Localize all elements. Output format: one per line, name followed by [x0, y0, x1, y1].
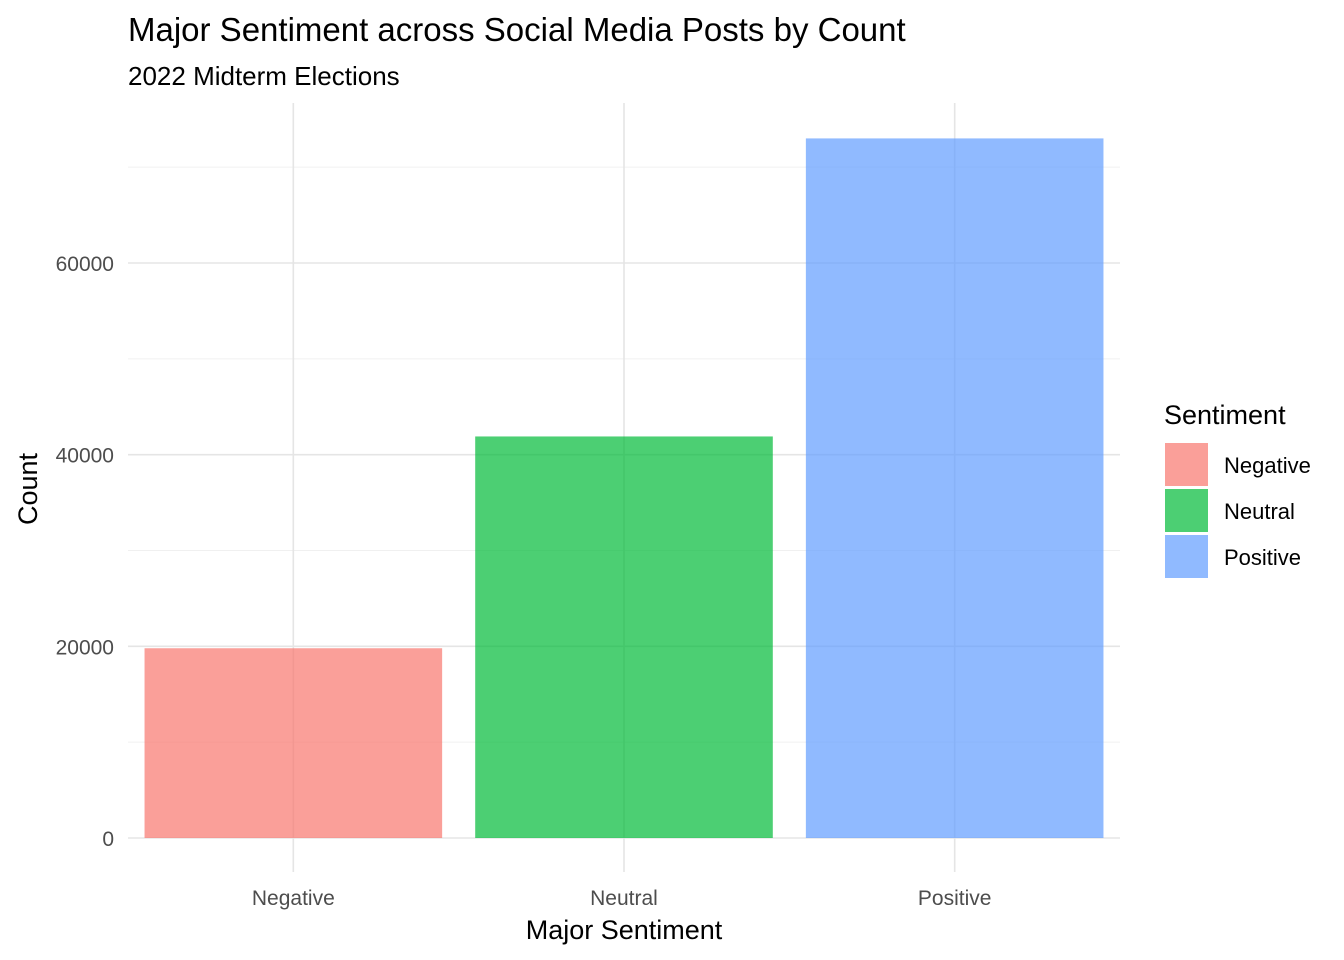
- legend-label-positive: Positive: [1224, 545, 1301, 570]
- x-tick-label: Negative: [252, 887, 335, 910]
- chart-title: Major Sentiment across Social Media Post…: [128, 11, 906, 48]
- legend-label-neutral: Neutral: [1224, 499, 1295, 524]
- legend: Sentiment Negative Neutral Positive: [1164, 400, 1311, 578]
- legend-title: Sentiment: [1164, 400, 1286, 430]
- bar-negative: [144, 648, 443, 838]
- legend-entries: Negative Neutral Positive: [1165, 443, 1311, 578]
- bar-neutral: [475, 436, 773, 838]
- bar-positive: [805, 138, 1104, 838]
- x-tick-label: Positive: [918, 887, 992, 910]
- legend-swatch-neutral: [1165, 489, 1208, 532]
- x-axis-title: Major Sentiment: [526, 915, 723, 945]
- y-tick-label: 40000: [56, 445, 114, 468]
- x-tick-label: Neutral: [590, 887, 658, 910]
- legend-swatch-negative: [1165, 443, 1208, 486]
- legend-swatch-positive: [1165, 535, 1208, 578]
- y-axis-title: Count: [13, 452, 43, 525]
- y-tick-label: 20000: [56, 636, 114, 659]
- y-axis-ticks: 0 20000 40000 60000: [56, 253, 114, 851]
- x-axis-ticks: Negative Neutral Positive: [252, 887, 992, 910]
- y-tick-label: 60000: [56, 253, 114, 276]
- y-tick-label: 0: [102, 828, 114, 851]
- bars: [144, 138, 1104, 838]
- legend-label-negative: Negative: [1224, 453, 1311, 478]
- chart-subtitle: 2022 Midterm Elections: [128, 61, 400, 91]
